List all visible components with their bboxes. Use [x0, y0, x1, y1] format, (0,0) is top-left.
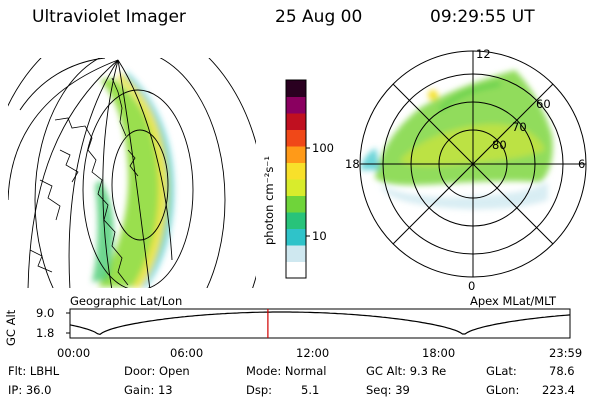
ip-info: IP: 36.0 [8, 383, 52, 397]
altitude-xtick-1200: 12:00 [296, 346, 330, 360]
glat-label: GLat: [486, 364, 517, 378]
altitude-xtick-1800: 18:00 [422, 346, 456, 360]
door-info: Door: Open [124, 364, 190, 378]
dsp-label: Dsp: [246, 383, 273, 397]
latitude-lines [8, 58, 256, 288]
colorbar-band [286, 212, 306, 229]
time-label: 09:29:55 UT [430, 7, 535, 27]
colorbar-tick-100: 100 [312, 141, 334, 155]
colorbar-tick-10: 10 [312, 229, 327, 243]
colorbar-unit-label: photon cm⁻²s⁻¹ [262, 156, 276, 245]
altitude-xtick-2359: 23:59 [549, 346, 583, 360]
apex-caption: Apex MLat/MLT [470, 294, 557, 308]
mlat-label-70: 70 [512, 120, 527, 134]
geographic-caption: Geographic Lat/Lon [70, 294, 183, 308]
globe-limb [19, 58, 106, 111]
glon-value: 223.4 [542, 383, 575, 397]
gain-info: Gain: 13 [124, 383, 173, 397]
mlat-label-80: 80 [492, 138, 507, 152]
instrument-title: Ultraviolet Imager [32, 7, 186, 27]
polar-plot [359, 50, 587, 278]
mlt-label-6: 6 [578, 157, 586, 171]
altitude-ylabel: GC Alt [4, 309, 18, 346]
glon-label: GLon: [486, 383, 520, 397]
mlt-label-18: 18 [345, 157, 360, 171]
mlt-label-0: 0 [468, 279, 476, 293]
dsp-value: 5.1 [301, 383, 320, 397]
colorbar-band [286, 113, 306, 130]
auroral-oval-image [92, 70, 175, 288]
gc-alt-info: GC Alt: 9.3 Re [366, 364, 447, 378]
mlt-diag-line-2 [392, 83, 554, 245]
colorbar-band [286, 80, 306, 97]
mlt-label-12: 12 [476, 47, 491, 61]
colorbar-band [286, 245, 306, 262]
colorbar-band [286, 261, 306, 279]
altitude-ytick-9: 9.0 [36, 306, 55, 320]
altitude-xtick-0600: 06:00 [170, 346, 204, 360]
altitude-curve [69, 311, 571, 336]
altitude-xtick-0000: 00:00 [57, 346, 91, 360]
altitude-ytick-1.8: 1.8 [36, 326, 55, 340]
colorbar-band [286, 228, 306, 246]
colorbar [285, 79, 310, 279]
filter-info: Flt: LBHL [8, 364, 60, 378]
colorbar-band [286, 129, 306, 147]
colorbar-band [286, 162, 306, 180]
colorbar-band [286, 146, 306, 163]
altitude-plot [66, 308, 571, 339]
colorbar-band [286, 195, 306, 213]
colorbar-band [286, 96, 306, 114]
coastlines [29, 77, 139, 286]
glat-value: 78.6 [549, 364, 575, 378]
colorbar-band [286, 179, 306, 196]
geographic-map [8, 58, 256, 288]
meridian-lines [8, 59, 173, 288]
polar-auroral-image [360, 70, 553, 210]
mlat-label-60: 60 [536, 97, 551, 111]
date-label: 25 Aug 00 [275, 7, 363, 27]
mode-info: Mode: Normal [246, 364, 327, 378]
seq-info: Seq: 39 [366, 383, 410, 397]
